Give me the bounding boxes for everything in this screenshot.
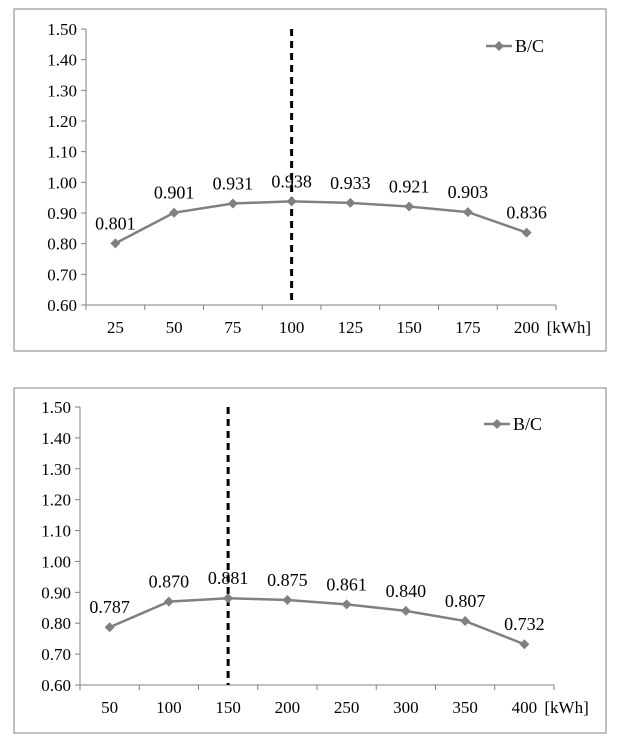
chart-1-data-point bbox=[460, 616, 471, 627]
chart-0-y-tick-label: 0.70 bbox=[47, 265, 77, 284]
chart-1-x-tick-label: 200 bbox=[275, 698, 301, 717]
chart-1-y-tick-label: 0.70 bbox=[41, 645, 71, 664]
chart-1-series-line bbox=[109, 596, 525, 646]
chart-0-y-tick-label: 1.00 bbox=[47, 173, 77, 192]
chart-0-legend-marker bbox=[494, 41, 504, 51]
chart-0-data-label: 0.801 bbox=[95, 213, 136, 233]
chart-bottom: 0.60 0.70 0.80 0.90 1.00 1.10 1.20 1.30 1.40 1.50… bbox=[13, 387, 607, 734]
chart-0-y-tick-label: 0.80 bbox=[47, 235, 77, 254]
chart-0-data-point bbox=[227, 198, 238, 209]
chart-0-data-point bbox=[521, 227, 532, 238]
chart-0-x-tick-label: 100 bbox=[279, 318, 305, 337]
chart-1-y-tick-label: 0.60 bbox=[41, 676, 71, 695]
chart-1-data-label: 0.732 bbox=[504, 614, 545, 634]
chart-0-data-label: 0.938 bbox=[271, 171, 312, 191]
chart-1-data-point bbox=[104, 622, 115, 633]
chart-0-x-tick-label: 175 bbox=[455, 318, 481, 337]
chart-1-y-tick-label: 1.10 bbox=[41, 522, 71, 541]
chart-0-y-tick-label: 1.20 bbox=[47, 112, 77, 131]
chart-1-x-unit-label: [kWh] bbox=[544, 698, 588, 717]
chart-0-y-tick-label: 1.30 bbox=[47, 81, 77, 100]
chart-0-data-label: 0.836 bbox=[506, 203, 547, 223]
chart-1-data-point bbox=[341, 599, 352, 610]
chart-1-y-tick-label: 0.90 bbox=[41, 583, 71, 602]
chart-1-data-point bbox=[400, 605, 411, 616]
chart-1-x-tick-label: 100 bbox=[156, 698, 182, 717]
chart-1-x-tick-label: 300 bbox=[393, 698, 419, 717]
chart-1-data-point bbox=[223, 593, 234, 604]
chart-1-y-tick-label: 1.30 bbox=[41, 460, 71, 479]
chart-1-y-tick-label: 1.40 bbox=[41, 429, 71, 448]
chart-0-x-unit-label: [kWh] bbox=[547, 318, 591, 337]
chart-0-legend-label: B/C bbox=[515, 36, 544, 56]
chart-1-x-tick-label: 400 bbox=[512, 698, 538, 717]
chart-1-y-tick-label: 1.00 bbox=[41, 552, 71, 571]
chart-0-series-line bbox=[114, 200, 528, 245]
chart-0-data-label: 0.921 bbox=[389, 177, 430, 197]
chart-0-frame bbox=[13, 8, 607, 352]
chart-1-x-tick-label: 50 bbox=[101, 698, 118, 717]
chart-1-data-label: 0.861 bbox=[326, 574, 367, 594]
chart-0-y-tick-label: 1.10 bbox=[47, 143, 77, 162]
chart-0-data-point bbox=[110, 238, 121, 249]
chart-1-data-label: 0.881 bbox=[208, 568, 249, 588]
chart-0-x-tick-label: 75 bbox=[224, 318, 241, 337]
chart-top: 0.60 0.70 0.80 0.90 1.00 1.10 1.20 1.30 1.40 1.50… bbox=[13, 8, 607, 352]
chart-1-legend-label: B/C bbox=[513, 414, 542, 434]
chart-1-y-tick-label: 0.80 bbox=[41, 614, 71, 633]
chart-0-x-tick-label: 125 bbox=[338, 318, 364, 337]
chart-0-y-tick-label: 0.90 bbox=[47, 204, 77, 223]
chart-1-data-label: 0.787 bbox=[89, 597, 130, 617]
chart-0-data-label: 0.903 bbox=[448, 182, 489, 202]
chart-0-data-point bbox=[462, 207, 473, 218]
chart-0-y-tick-label: 1.40 bbox=[47, 51, 77, 70]
chart-1-data-label: 0.870 bbox=[149, 572, 190, 592]
chart-0-x-tick-label: 25 bbox=[107, 318, 124, 337]
chart-0-x-tick-label: 200 bbox=[514, 318, 540, 337]
chart-0-y-tick-label: 1.50 bbox=[47, 20, 77, 39]
chart-0-data-point bbox=[169, 207, 180, 218]
chart-1-data-point bbox=[282, 595, 293, 606]
chart-1-data-label: 0.875 bbox=[267, 570, 308, 590]
chart-1-x-tick-label: 150 bbox=[215, 698, 241, 717]
chart-0-data-point bbox=[345, 197, 356, 208]
chart-0-data-label: 0.901 bbox=[154, 183, 195, 203]
chart-1-y-tick-label: 1.20 bbox=[41, 491, 71, 510]
chart-1-frame bbox=[13, 387, 607, 734]
chart-1-y-tick-label: 1.50 bbox=[41, 398, 71, 417]
chart-1-x-tick-label: 250 bbox=[334, 698, 360, 717]
chart-0-data-label: 0.933 bbox=[330, 173, 371, 193]
chart-1-data-point bbox=[163, 596, 174, 607]
chart-0-x-tick-label: 50 bbox=[166, 318, 183, 337]
chart-1-data-point bbox=[519, 639, 530, 650]
chart-0-y-tick-label: 0.60 bbox=[47, 296, 77, 315]
chart-1-data-label: 0.840 bbox=[386, 581, 427, 601]
chart-0-data-label: 0.931 bbox=[213, 173, 254, 193]
chart-1-x-tick-label: 350 bbox=[452, 698, 478, 717]
chart-0-data-point bbox=[404, 201, 415, 212]
chart-0-data-point bbox=[286, 196, 297, 207]
chart-1-legend-marker bbox=[492, 419, 502, 429]
chart-0-x-tick-label: 150 bbox=[396, 318, 422, 337]
chart-1-data-label: 0.807 bbox=[445, 591, 486, 611]
